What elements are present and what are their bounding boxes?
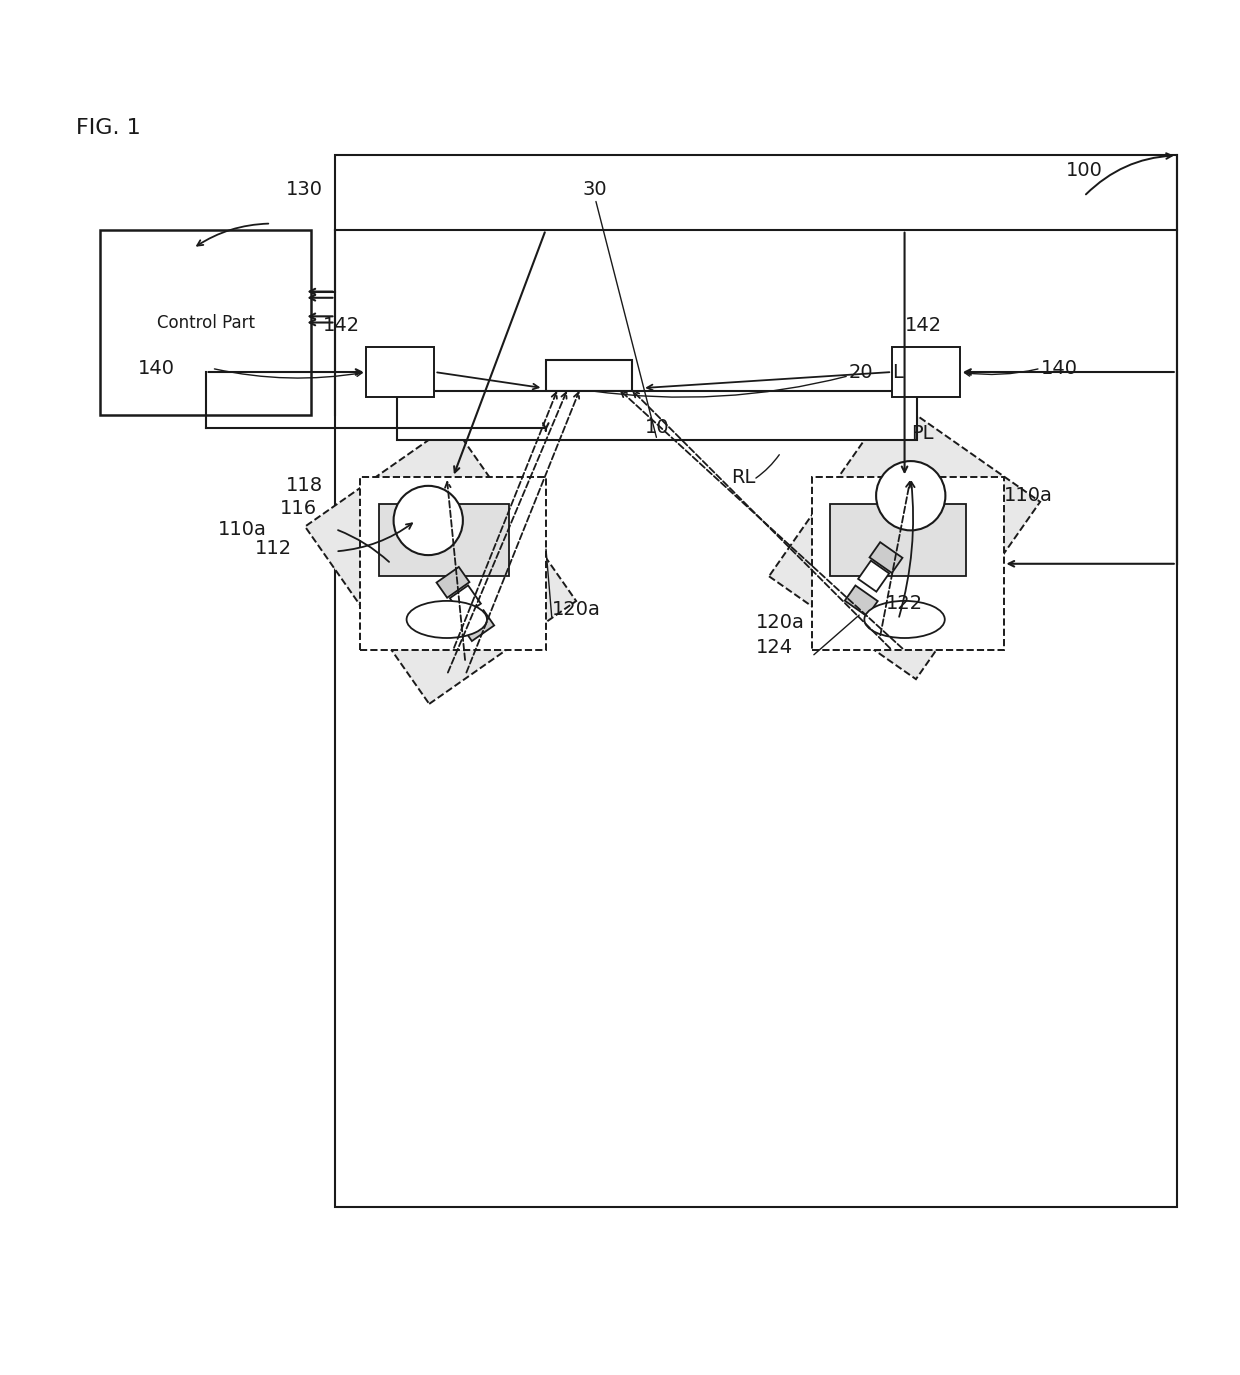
Text: Control Part: Control Part	[156, 314, 254, 331]
Polygon shape	[305, 424, 577, 704]
Ellipse shape	[864, 601, 945, 638]
Text: 120a: 120a	[756, 613, 805, 632]
Text: 142: 142	[904, 316, 941, 336]
Bar	[336, 155, 1177, 1207]
Text: 110a: 110a	[1003, 487, 1053, 505]
Text: PL: PL	[910, 425, 934, 443]
Text: 120a: 120a	[552, 601, 601, 620]
Circle shape	[877, 461, 945, 531]
Bar	[893, 348, 960, 397]
Text: 100: 100	[1065, 161, 1102, 180]
Polygon shape	[436, 566, 470, 598]
Text: 124: 124	[756, 638, 794, 657]
Text: 118: 118	[286, 476, 324, 495]
Text: 30: 30	[583, 180, 608, 199]
Text: 110a: 110a	[218, 520, 267, 539]
Bar	[831, 505, 966, 576]
Text: 140: 140	[1040, 359, 1078, 378]
Text: 10: 10	[645, 418, 670, 437]
Text: 122: 122	[887, 594, 923, 613]
Polygon shape	[769, 399, 1040, 679]
Polygon shape	[869, 542, 903, 573]
Text: 116: 116	[280, 499, 317, 517]
Text: 140: 140	[138, 359, 175, 378]
Circle shape	[393, 485, 463, 556]
Text: 20: 20	[849, 363, 873, 381]
Bar	[397, 390, 916, 440]
Text: 130: 130	[286, 180, 322, 199]
Bar	[378, 505, 508, 576]
Text: RL: RL	[732, 468, 755, 487]
Bar	[812, 477, 1003, 650]
Text: 142: 142	[324, 316, 360, 336]
Ellipse shape	[407, 601, 487, 638]
Text: L: L	[893, 363, 903, 381]
Polygon shape	[461, 610, 495, 641]
Text: 112: 112	[255, 539, 293, 558]
Text: FIG. 1: FIG. 1	[76, 118, 140, 139]
Bar	[546, 360, 632, 390]
Polygon shape	[858, 561, 889, 591]
Polygon shape	[844, 586, 878, 616]
Polygon shape	[450, 586, 481, 616]
Bar	[360, 477, 546, 650]
Bar	[100, 230, 311, 415]
Bar	[366, 348, 434, 397]
